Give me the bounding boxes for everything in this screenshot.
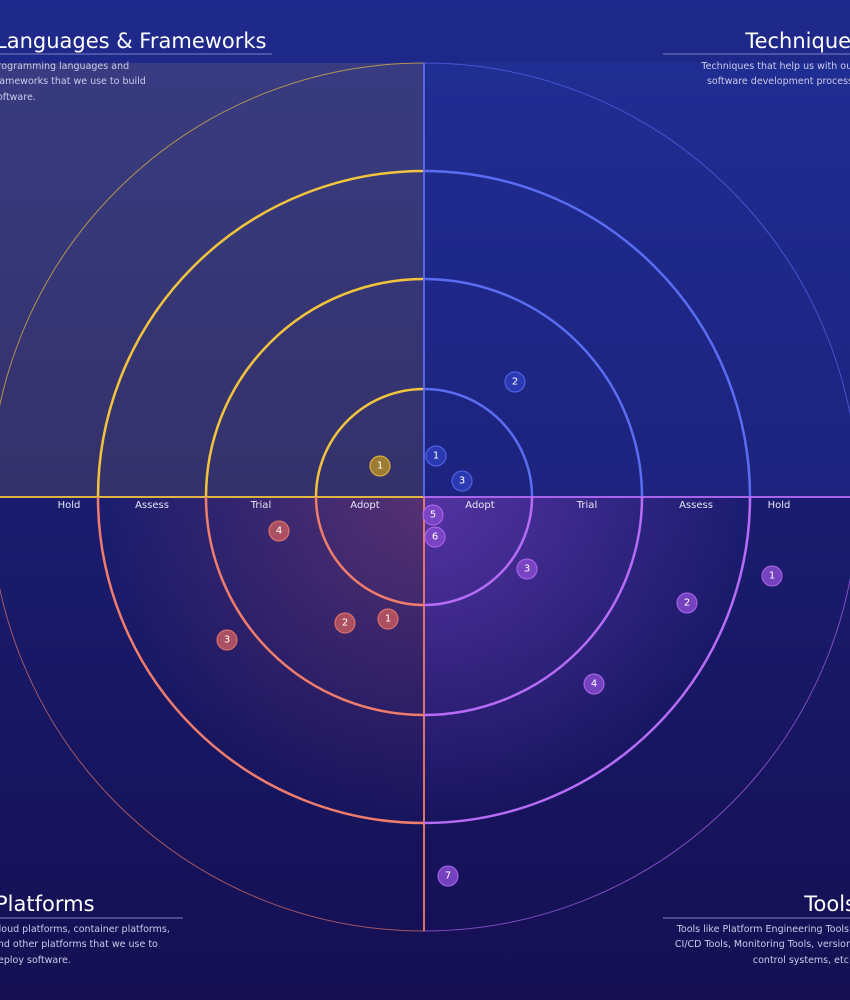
blip	[504, 371, 526, 393]
blip	[425, 445, 447, 467]
blip	[437, 865, 459, 887]
ring-label: Hold	[58, 500, 81, 511]
ring-label: Adopt	[465, 500, 494, 511]
blip	[516, 558, 538, 580]
ring-arc	[423, 576, 850, 932]
blip-label: 7	[445, 871, 451, 882]
blip	[676, 592, 698, 614]
quadrant-title: Languages & Frameworks	[0, 29, 267, 53]
blip-label: 4	[591, 679, 597, 690]
ring-arc	[204, 277, 425, 498]
blip	[451, 470, 473, 492]
ring-arc	[314, 387, 425, 498]
quadrant-description: Tools like Platform Engineering Tools,	[676, 924, 850, 935]
blip-label: 2	[342, 618, 348, 629]
ring-arc	[423, 496, 752, 825]
blip-label: 4	[276, 526, 282, 537]
ring-arc	[423, 496, 644, 717]
quadrant-fill	[424, 63, 850, 497]
blip-label: 2	[512, 377, 518, 388]
ring-arc	[96, 169, 425, 498]
quadrant-description: control systems, etc.	[753, 955, 850, 966]
quadrant-description: Programming languages and	[0, 61, 129, 72]
blip-label: 6	[432, 532, 438, 543]
blip-label: 1	[385, 614, 391, 625]
blip-label: 3	[224, 635, 230, 646]
quadrant-title: Tools	[803, 892, 850, 916]
ring-arc	[204, 496, 425, 717]
blip-label: 2	[684, 598, 690, 609]
ring-arc	[0, 586, 425, 932]
ring-label: Adopt	[350, 500, 379, 511]
quadrant-description: software.	[0, 92, 36, 103]
blip	[377, 608, 399, 630]
quadrant-fill	[0, 63, 424, 497]
blip-label: 1	[433, 451, 439, 462]
quadrant-title: Platforms	[0, 892, 95, 916]
blip-label: 3	[459, 476, 465, 487]
quadrant-description: and other platforms that we use to	[0, 939, 158, 950]
quadrant-description: frameworks that we use to build	[0, 76, 146, 87]
quadrant-title: Techniques	[744, 29, 850, 53]
blip-label: 1	[377, 461, 383, 472]
blip	[424, 526, 446, 548]
ring-arc	[423, 277, 644, 498]
blip	[422, 504, 444, 526]
quadrant-description: CI/CD Tools, Monitoring Tools, version	[675, 939, 850, 950]
ring-arc	[423, 496, 534, 607]
ring-arc	[423, 62, 850, 418]
ring-arc	[423, 169, 752, 498]
blip	[369, 455, 391, 477]
ring-label: Trial	[576, 500, 597, 511]
blip-label: 1	[769, 571, 775, 582]
blip-label: 3	[524, 564, 530, 575]
blip	[761, 565, 783, 587]
quadrant-description: Techniques that help us with our	[700, 61, 850, 72]
ring-arc	[314, 496, 425, 607]
ring-arc	[96, 496, 425, 825]
quadrant-fill	[0, 497, 424, 931]
quadrant-description: software development process.	[707, 76, 850, 87]
blip	[334, 612, 356, 634]
quadrant-description: Cloud platforms, container platforms,	[0, 924, 170, 935]
blip	[268, 520, 290, 542]
ring-label: Trial	[250, 500, 271, 511]
quadrant-description: deploy software.	[0, 955, 71, 966]
ring-label: Assess	[135, 500, 169, 511]
blip-label: 5	[430, 510, 436, 521]
ring-label: Hold	[768, 500, 791, 511]
ring-arc	[0, 62, 425, 408]
quadrant-fill	[424, 497, 850, 931]
ring-label: Assess	[679, 500, 713, 511]
ring-arc	[423, 387, 534, 498]
blip	[583, 673, 605, 695]
blip	[216, 629, 238, 651]
